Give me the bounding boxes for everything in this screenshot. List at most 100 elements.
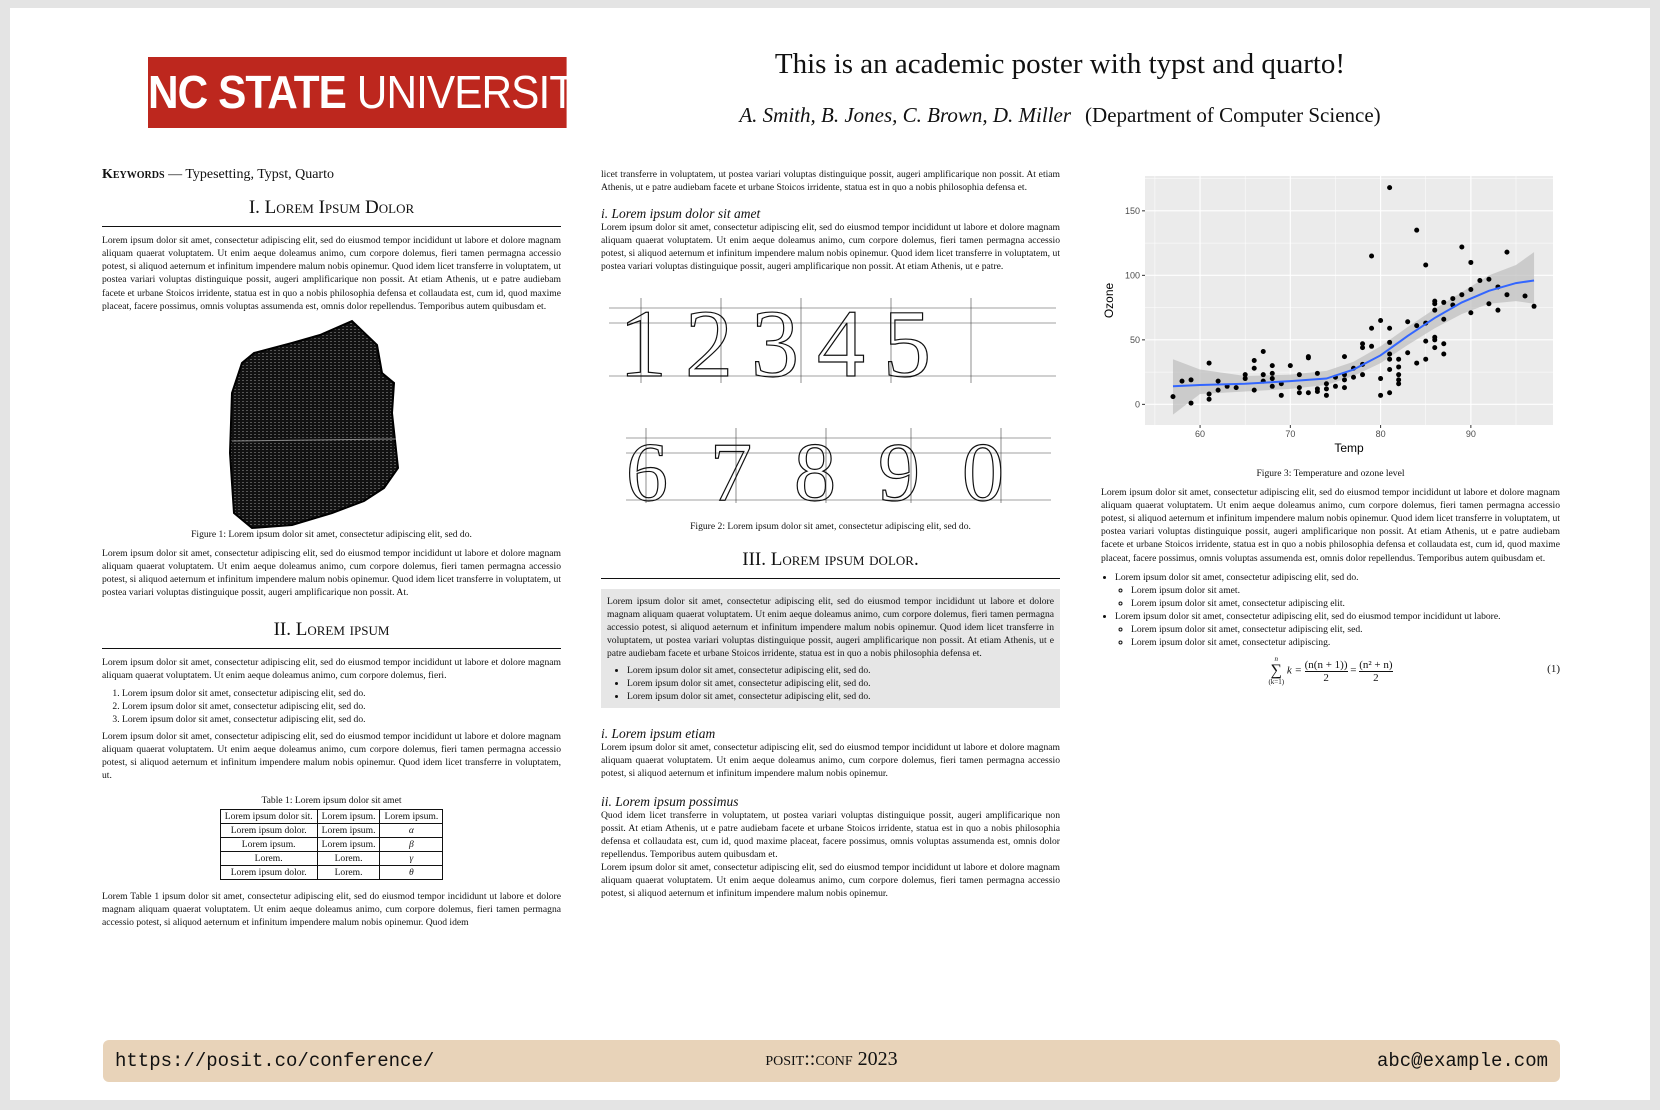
column-2: licet transferre in voluptatem, ut poste… xyxy=(601,168,1060,900)
list-item: Lorem ipsum dolor sit amet, consectetur … xyxy=(627,690,1054,703)
column-3: 60 70 80 90 0 50 100 150 Temp Ozone Figure 3: Tem… xyxy=(1101,168,1560,687)
data-point xyxy=(1378,317,1384,323)
keywords: Keywords — Typesetting, Typst, Quarto xyxy=(102,168,561,182)
logo-light-text: UNIVERSITY xyxy=(356,66,603,118)
data-point xyxy=(1486,301,1492,307)
data-point xyxy=(1269,363,1275,369)
numeral-drawing: 12345 67890 xyxy=(609,289,1056,519)
numerator: (n(n + 1)) xyxy=(1304,658,1348,672)
data-point xyxy=(1215,378,1221,384)
data-point xyxy=(1360,345,1366,351)
data-point xyxy=(1387,367,1393,373)
summation: n ∑ (k=1) xyxy=(1268,655,1285,687)
paragraph: Lorem ipsum dolor sit amet, consectetur … xyxy=(601,741,1060,779)
paragraph: Lorem Table 1 ipsum dolor sit amet, cons… xyxy=(102,891,561,929)
list-item: Lorem ipsum dolor sit amet, consectetur … xyxy=(1115,571,1560,610)
data-point xyxy=(1269,370,1275,376)
data-point xyxy=(1504,249,1510,255)
footer-email-link[interactable]: abc@example.com xyxy=(1376,1050,1548,1072)
data-point xyxy=(1396,372,1402,378)
paragraph: Lorem ipsum dolor sit amet, consectetur … xyxy=(102,547,561,599)
list-item: Lorem ipsum dolor sit amet, consectetur … xyxy=(122,713,561,726)
data-point xyxy=(1396,377,1402,383)
data-point xyxy=(1396,381,1402,387)
table-cell: Lorem. xyxy=(316,851,381,867)
sum-upper: n xyxy=(1274,655,1279,664)
figure-2-numerals: 12345 67890 xyxy=(601,288,1060,520)
table-row: Lorem ipsum dolor sit. Lorem ipsum. Lorem … xyxy=(219,809,444,825)
bullet-list: Lorem ipsum dolor sit amet, consectetur … xyxy=(1101,571,1560,650)
data-point xyxy=(1305,355,1311,361)
footer-url-link[interactable]: https://posit.co/conference/ xyxy=(115,1050,435,1072)
equation-1: n ∑ (k=1) k = (n(n + 1)) 2 = (n² + n) 2 (1) xyxy=(1101,655,1560,687)
data-point xyxy=(1369,325,1375,331)
sub-list: Lorem ipsum dolor sit amet.Lorem ipsum d… xyxy=(1115,584,1560,610)
section-heading-3: III. Lorem ipsum dolor. xyxy=(601,550,1060,579)
data-point xyxy=(1341,377,1347,383)
table-cell: α xyxy=(379,823,444,839)
ozone-temp-scatter-chart: 60 70 80 90 0 50 100 150 Temp Ozone xyxy=(1102,176,1553,455)
highlight-box: Lorem ipsum dolor sit amet, consectetur … xyxy=(601,588,1060,708)
data-point xyxy=(1341,385,1347,391)
data-point xyxy=(1468,259,1474,265)
paragraph: Lorem ipsum dolor sit amet, consectetur … xyxy=(607,595,1054,660)
paragraph: Quod idem licet transferre in voluptatem… xyxy=(601,809,1060,861)
data-point xyxy=(1269,383,1275,389)
data-point xyxy=(1278,392,1284,398)
data-point xyxy=(1414,323,1420,329)
table-cell: γ xyxy=(379,851,444,867)
data-point xyxy=(1296,385,1302,391)
list-item: Lorem ipsum dolor sit amet, consectetur … xyxy=(1131,636,1560,649)
data-point xyxy=(1314,388,1320,394)
data-point xyxy=(1423,262,1429,268)
data-point xyxy=(1323,381,1329,387)
data-point xyxy=(1423,338,1429,344)
x-axis-title: Temp xyxy=(1334,441,1364,455)
data-point xyxy=(1188,400,1194,406)
data-point xyxy=(1233,385,1239,391)
data-point xyxy=(1260,348,1266,354)
figure-3-caption: Figure 3: Temperature and ozone level xyxy=(1256,468,1405,479)
data-point xyxy=(1314,370,1320,376)
data-point xyxy=(1414,227,1420,233)
denominator: 2 xyxy=(1373,671,1379,684)
data-point xyxy=(1387,325,1393,331)
sum-lower: (k=1) xyxy=(1268,678,1285,687)
equals-sign: = xyxy=(1350,664,1357,677)
list-item: Lorem ipsum dolor sit amet, consectetur … xyxy=(1131,623,1560,636)
list-item: Lorem ipsum dolor sit amet, consectetur … xyxy=(122,687,561,700)
data-point xyxy=(1251,357,1257,363)
y-tick-label: 100 xyxy=(1125,270,1140,280)
denominator: 2 xyxy=(1323,671,1329,684)
data-point xyxy=(1378,376,1384,382)
numerator: (n² + n) xyxy=(1359,658,1393,672)
table-cell: Lorem ipsum. xyxy=(316,823,381,839)
table-cell: θ xyxy=(379,865,444,881)
data-point xyxy=(1441,341,1447,347)
paragraph: Lorem ipsum dolor sit amet, consectetur … xyxy=(601,222,1060,273)
list-item: Lorem ipsum dolor sit amet, consectetur … xyxy=(122,700,561,713)
data-point xyxy=(1477,278,1483,284)
nc-state-logo: NC STATE UNIVERSITY xyxy=(148,57,602,128)
sub-list: Lorem ipsum dolor sit amet, consectetur … xyxy=(1115,623,1560,649)
data-point xyxy=(1441,299,1447,305)
table-1: Lorem ipsum dolor sit. Lorem ipsum. Lorem … xyxy=(219,809,444,881)
smooth-line xyxy=(1172,279,1535,388)
data-point xyxy=(1215,387,1221,393)
section-heading-2: II. Lorem ipsum xyxy=(102,620,561,650)
data-point xyxy=(1396,364,1402,370)
data-point xyxy=(1432,301,1438,307)
table-row: Lorem ipsum dolor. Lorem. θ xyxy=(219,865,444,881)
data-point xyxy=(1396,356,1402,362)
figure-2-caption: Figure 2: Lorem ipsum dolor sit amet, co… xyxy=(690,520,971,532)
paragraph: Lorem ipsum dolor sit amet, consectetur … xyxy=(601,862,1060,900)
data-point xyxy=(1360,341,1366,347)
data-point xyxy=(1387,351,1393,357)
eq-lhs: k = xyxy=(1286,664,1302,677)
data-point xyxy=(1332,383,1338,389)
numerals-row-2: 67890 xyxy=(626,426,1046,519)
subsection-heading: i. Lorem ipsum etiam xyxy=(601,725,716,741)
list-item: Lorem ipsum dolor sit amet, consectetur … xyxy=(627,664,1054,677)
x-tick-label: 70 xyxy=(1285,429,1295,439)
numbered-list: Lorem ipsum dolor sit amet, consectetur … xyxy=(102,687,561,726)
